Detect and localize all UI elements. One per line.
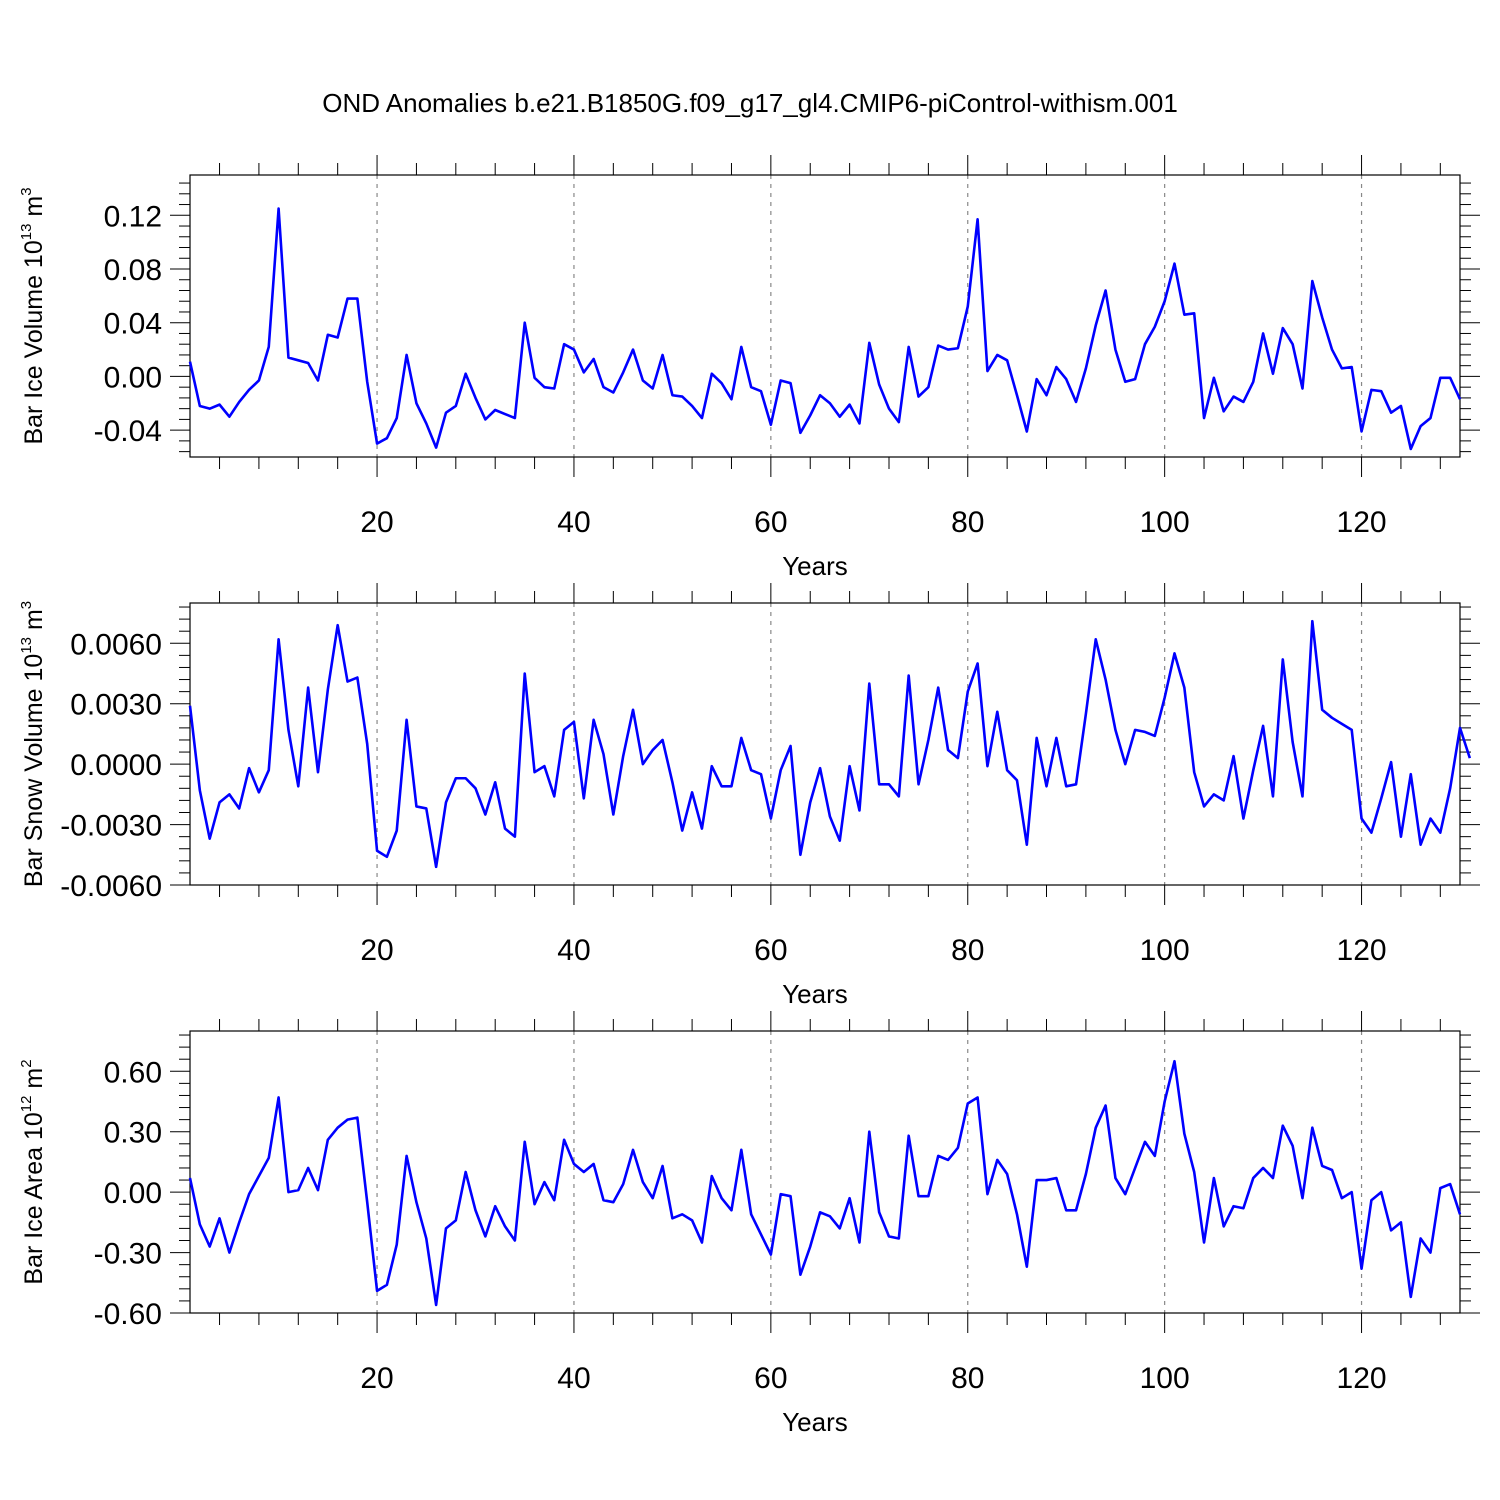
y-tick-label: 0.0060: [70, 628, 162, 661]
y-tick-label: -0.0030: [60, 810, 162, 843]
y-tick-label: -0.30: [94, 1238, 162, 1271]
x-tick-label: 60: [754, 934, 787, 967]
x-axis-label: Years: [782, 551, 848, 581]
y-axis-label: Bar Ice Volume 1013 m3: [18, 187, 48, 444]
y-tick-label: 0.00: [104, 361, 162, 394]
panel-ice-volume: 20 40 60 80 100 120 0.12 0.08 0.04 0.00 -0.04 Years…: [18, 155, 1480, 581]
y-tick-label: -0.60: [94, 1298, 162, 1331]
y-tick-label: 0.08: [104, 254, 162, 287]
x-tick-label: 80: [951, 1362, 984, 1395]
x-tick-label: 100: [1140, 934, 1190, 967]
x-tick-label: 20: [360, 1362, 393, 1395]
x-tick-label: 80: [951, 934, 984, 967]
x-tick-label: 120: [1337, 934, 1387, 967]
x-tick-label: 100: [1140, 1362, 1190, 1395]
x-tick-label: 20: [360, 506, 393, 539]
x-tick-label: 40: [557, 1362, 590, 1395]
y-tick-label: 0.04: [104, 308, 162, 341]
x-axis-label: Years: [782, 979, 848, 1009]
x-tick-label: 20: [360, 934, 393, 967]
y-tick-label: 0.0030: [70, 689, 162, 722]
y-tick-label: -0.04: [94, 415, 162, 448]
panel-snow-volume: 20 40 60 80 100 120 0.0060 0.0030 0.0000 -0.0030 -…: [18, 583, 1480, 1009]
y-axis-label: Bar Snow Volume 1013 m3: [18, 601, 48, 887]
y-tick-label: 0.00: [104, 1177, 162, 1210]
series-line: [188, 619, 1472, 869]
y-tick-label: 0.30: [104, 1117, 162, 1150]
y-tick-label: -0.0060: [60, 870, 162, 903]
x-tick-label: 100: [1140, 506, 1190, 539]
y-axis-label: Bar Ice Area 1012 m2: [18, 1059, 48, 1284]
series-line: [188, 207, 1462, 451]
panel-ice-area: 20 40 60 80 100 120 0.60 0.30 0.00 -0.30 -0.60 Year…: [18, 1011, 1480, 1437]
series-line: [188, 1059, 1462, 1307]
x-tick-label: 120: [1337, 506, 1387, 539]
plot-frame: [189, 1030, 1461, 1314]
y-tick-label: 0.12: [104, 200, 162, 233]
x-tick-label: 60: [754, 506, 787, 539]
plot-frame: [189, 602, 1461, 886]
x-tick-label: 80: [951, 506, 984, 539]
x-tick-label: 40: [557, 934, 590, 967]
x-axis-label: Years: [782, 1407, 848, 1437]
chart-title: OND Anomalies b.e21.B1850G.f09_g17_gl4.C…: [322, 88, 1178, 118]
y-tick-label: 0.0000: [70, 749, 162, 782]
plot-frame: [189, 174, 1461, 458]
y-tick-label: 0.60: [104, 1056, 162, 1089]
x-tick-label: 60: [754, 1362, 787, 1395]
x-tick-label: 120: [1337, 1362, 1387, 1395]
x-tick-label: 40: [557, 506, 590, 539]
